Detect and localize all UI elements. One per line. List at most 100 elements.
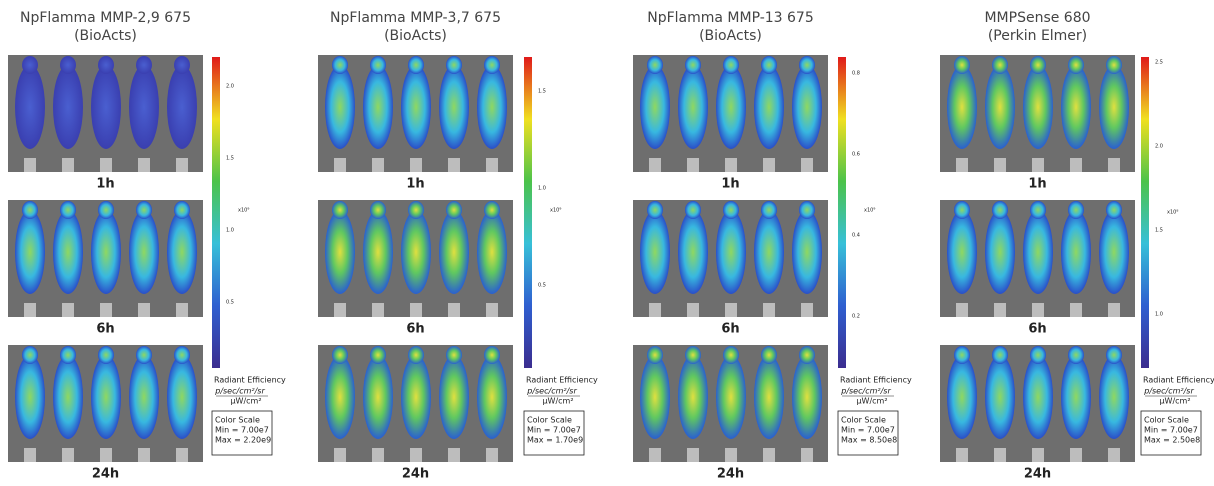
mouse-head [992,56,1008,74]
time-label: 6h [406,322,424,337]
mouse-head [1030,56,1046,74]
mouse-head [370,346,386,364]
colorbar [524,57,532,368]
mouse [947,65,977,149]
holder [801,158,813,172]
scale-title: Color Scale [841,416,886,425]
mouse-head [332,56,348,74]
panel-title: (BioActs) [384,28,447,44]
mouse [15,355,45,439]
mouse-head [647,56,663,74]
time-label: 1h [721,177,739,192]
holder [956,158,968,172]
mouse [716,65,746,149]
mouse [1061,355,1091,439]
panel-title: NpFlamma MMP-2,9 675 [20,10,191,26]
time-label: 1h [96,177,114,192]
holder [448,303,460,317]
mouse [947,210,977,294]
colorbar-exponent: x10⁹ [550,208,561,214]
mouse-head [647,346,663,364]
scale-max: Max = 8.50e8 [841,436,897,445]
holder [687,303,699,317]
scale-box [211,410,273,456]
mouse [401,210,431,294]
colorbar-tick: 2.0 [226,84,234,90]
holder [176,158,188,172]
mouse [325,210,355,294]
colorbar-tick: 1.0 [538,186,546,192]
colorbar-tick: 2.5 [1155,60,1163,66]
colorbar-tick: 0.2 [852,314,860,320]
mouse [91,210,121,294]
mouse-head [136,201,152,219]
holder [334,158,346,172]
holder [100,158,112,172]
holder [448,448,460,462]
mouse-head [22,346,38,364]
mouse-head [954,346,970,364]
panel-title: (BioActs) [74,28,137,44]
mouse-head [1106,201,1122,219]
scale-max: Max = 2.50e8 [1144,436,1200,445]
mouse-head [98,201,114,219]
mouse-head [761,346,777,364]
holder [372,448,384,462]
holder [334,303,346,317]
mouse-head [60,201,76,219]
mouse-head [723,346,739,364]
mouse [91,355,121,439]
mouse [477,210,507,294]
mouse-head [1030,346,1046,364]
mouse [640,355,670,439]
panel-title: (BioActs) [699,28,762,44]
holder [410,303,422,317]
holder [62,303,74,317]
mouse-head [136,346,152,364]
colorbar-tick: 0.6 [852,152,860,158]
time-label: 24h [402,467,429,482]
legend-unit-num: p/sec/cm²/sr [526,387,577,396]
holder [100,303,112,317]
colorbar-exponent: x10⁸ [1167,210,1178,216]
mouse-head [370,56,386,74]
mouse-head [685,346,701,364]
mouse [167,355,197,439]
holder [24,448,36,462]
holder [176,448,188,462]
time-label: 1h [1028,177,1046,192]
mouse-head [408,201,424,219]
mouse-head [22,201,38,219]
mouse [129,65,159,149]
scale-min: Min = 7.00e7 [1144,426,1198,435]
mouse [1023,65,1053,149]
mouse [363,65,393,149]
mouse-head [60,346,76,364]
colorbar-tick: 1.5 [1155,228,1163,234]
mouse [985,355,1015,439]
mouse [91,65,121,149]
scale-box [1140,410,1202,456]
holder [956,303,968,317]
holder [649,158,661,172]
mouse [716,355,746,439]
legend-unit-den: µW/cm² [542,397,573,406]
holder [410,448,422,462]
mouse [53,355,83,439]
mouse-head [1068,346,1084,364]
mouse-head [174,201,190,219]
mouse-head [408,56,424,74]
mouse [167,65,197,149]
holder [138,448,150,462]
panel-title: NpFlamma MMP-13 675 [647,10,814,26]
mouse-head [761,201,777,219]
mouse [947,355,977,439]
mouse [1061,210,1091,294]
holder [448,158,460,172]
time-label: 6h [721,322,739,337]
colorbar [1141,57,1149,368]
mouse-head [98,56,114,74]
mouse [640,65,670,149]
holder [725,303,737,317]
